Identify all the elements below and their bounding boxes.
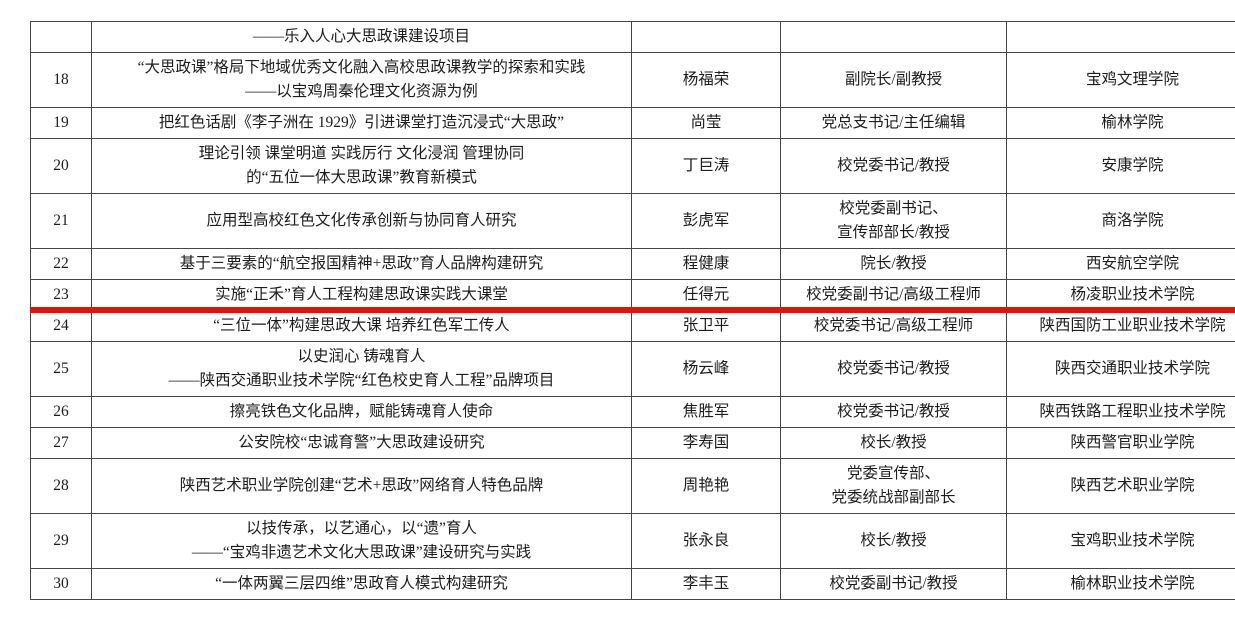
cell-position: 校长/教授 — [780, 427, 1007, 459]
cell-position: 校党委副书记/高级工程师 — [780, 279, 1007, 311]
cell-no: 18 — [30, 52, 92, 108]
cell-title: 以史润心 铸魂育人 ——陕西交通职业技术学院“红色校史育人工程”品牌项目 — [91, 341, 632, 397]
cell-no: 27 — [30, 427, 92, 459]
cell-no: 28 — [30, 458, 92, 514]
cell-title: 基于三要素的“航空报国精神+思政”育人品牌构建研究 — [91, 248, 632, 280]
cell-position: 校党委书记/教授 — [780, 341, 1007, 397]
cell-position: 副院长/副教授 — [780, 52, 1007, 108]
cell-name: 尚莹 — [631, 107, 781, 139]
cell-name — [631, 21, 781, 53]
cell-no: 24 — [30, 310, 92, 342]
cell-name: 李寿国 — [631, 427, 781, 459]
cell-institution: 宝鸡文理学院 — [1006, 52, 1235, 108]
cell-name: 彭虎军 — [631, 193, 781, 249]
cell-position: 校党委书记/教授 — [780, 138, 1007, 194]
cell-no: 29 — [30, 513, 92, 569]
cell-institution: 陕西国防工业职业技术学院 — [1006, 310, 1235, 342]
cell-no: 19 — [30, 107, 92, 139]
cell-name: 杨福荣 — [631, 52, 781, 108]
cell-no — [30, 21, 92, 53]
cell-title: 以技传承，以艺通心，以“遗”育人 ——“宝鸡非遗艺术文化大思政课”建设研究与实践 — [91, 513, 632, 569]
table-row: 20 理论引领 课堂明道 实践厉行 文化浸润 管理协同 的“五位一体大思政课”教育… — [30, 138, 1235, 194]
table-row: 22 基于三要素的“航空报国精神+思政”育人品牌构建研究 程健康 院长/教授 西安航空学… — [30, 248, 1235, 280]
cell-no: 21 — [30, 193, 92, 249]
cell-title: “一体两翼三层四维”思政育人模式构建研究 — [91, 568, 632, 600]
table-row: ——乐入人心大思政课建设项目 — [30, 21, 1235, 53]
cell-name: 杨云峰 — [631, 341, 781, 397]
cell-institution: 陕西铁路工程职业技术学院 — [1006, 396, 1235, 428]
cell-no: 26 — [30, 396, 92, 428]
cell-no: 22 — [30, 248, 92, 280]
table-row: 21 应用型高校红色文化传承创新与协同育人研究 彭虎军 校党委副书记、 宣传部部长/教… — [30, 193, 1235, 249]
cell-title: 公安院校“忠诚育警”大思政建设研究 — [91, 427, 632, 459]
cell-title: 应用型高校红色文化传承创新与协同育人研究 — [91, 193, 632, 249]
cell-institution: 商洛学院 — [1006, 193, 1235, 249]
table-row: 23 实施“正禾”育人工程构建思政课实践大课堂 任得元 校党委副书记/高级工程师 杨凌职… — [30, 279, 1235, 311]
cell-no: 30 — [30, 568, 92, 600]
table-row: 25 以史润心 铸魂育人 ——陕西交通职业技术学院“红色校史育人工程”品牌项目 杨云… — [30, 341, 1235, 397]
cell-institution: 陕西警官职业学院 — [1006, 427, 1235, 459]
cell-name: 张卫平 — [631, 310, 781, 342]
cell-name: 李丰玉 — [631, 568, 781, 600]
cell-no: 23 — [30, 279, 92, 311]
cell-title: “三位一体”构建思政大课 培养红色军工传人 — [91, 310, 632, 342]
highlight-underline — [30, 307, 1235, 313]
cell-title: “大思政课”格局下地域优秀文化融入高校思政课教学的探索和实践 ——以宝鸡周秦伦理… — [91, 52, 632, 108]
cell-name: 任得元 — [631, 279, 781, 311]
cell-institution: 西安航空学院 — [1006, 248, 1235, 280]
cell-position: 校党委副书记/教授 — [780, 568, 1007, 600]
cell-institution — [1006, 21, 1235, 53]
cell-position: 校党委书记/高级工程师 — [780, 310, 1007, 342]
cell-institution: 榆林学院 — [1006, 107, 1235, 139]
cell-institution: 榆林职业技术学院 — [1006, 568, 1235, 600]
cell-name: 张永良 — [631, 513, 781, 569]
cell-name: 周艳艳 — [631, 458, 781, 514]
table-row: 18 “大思政课”格局下地域优秀文化融入高校思政课教学的探索和实践 ——以宝鸡周秦… — [30, 52, 1235, 108]
table-row: 19 把红色话剧《李子洲在 1929》引进课堂打造沉浸式“大思政” 尚莹 党总支书记/… — [30, 107, 1235, 139]
table-row: 29 以技传承，以艺通心，以“遗”育人 ——“宝鸡非遗艺术文化大思政课”建设研究与… — [30, 513, 1235, 569]
table-row: 24 “三位一体”构建思政大课 培养红色军工传人 张卫平 校党委书记/高级工程师 陕西国… — [30, 310, 1235, 342]
cell-title: 擦亮铁色文化品牌，赋能铸魂育人使命 — [91, 396, 632, 428]
cell-position — [780, 21, 1007, 53]
cell-no: 20 — [30, 138, 92, 194]
cell-name: 焦胜军 — [631, 396, 781, 428]
cell-institution: 陕西交通职业技术学院 — [1006, 341, 1235, 397]
cell-title: ——乐入人心大思政课建设项目 — [91, 21, 632, 53]
table-row: 28 陕西艺术职业学院创建“艺术+思政”网络育人特色品牌 周艳艳 党委宣传部、 党委统… — [30, 458, 1235, 514]
cell-position: 校长/教授 — [780, 513, 1007, 569]
cell-position: 党总支书记/主任编辑 — [780, 107, 1007, 139]
cell-no: 25 — [30, 341, 92, 397]
cell-position: 校党委副书记、 宣传部部长/教授 — [780, 193, 1007, 249]
cell-title: 陕西艺术职业学院创建“艺术+思政”网络育人特色品牌 — [91, 458, 632, 514]
cell-title: 实施“正禾”育人工程构建思政课实践大课堂 — [91, 279, 632, 311]
cell-position: 党委宣传部、 党委统战部副部长 — [780, 458, 1007, 514]
cell-institution: 杨凌职业技术学院 — [1006, 279, 1235, 311]
cell-position: 校党委书记/教授 — [780, 396, 1007, 428]
cell-institution: 安康学院 — [1006, 138, 1235, 194]
cell-title: 理论引领 课堂明道 实践厉行 文化浸润 管理协同 的“五位一体大思政课”教育新模… — [91, 138, 632, 194]
cell-institution: 宝鸡职业技术学院 — [1006, 513, 1235, 569]
table-body: ——乐入人心大思政课建设项目 18 “大思政课”格局下地域优秀文化融入高校思政课教学… — [30, 21, 1235, 600]
table-row: 26 擦亮铁色文化品牌，赋能铸魂育人使命 焦胜军 校党委书记/教授 陕西铁路工程职业技术… — [30, 396, 1235, 428]
cell-title: 把红色话剧《李子洲在 1929》引进课堂打造沉浸式“大思政” — [91, 107, 632, 139]
cell-name: 程健康 — [631, 248, 781, 280]
cell-name: 丁巨涛 — [631, 138, 781, 194]
table-row: 27 公安院校“忠诚育警”大思政建设研究 李寿国 校长/教授 陕西警官职业学院 — [30, 427, 1235, 459]
cell-institution: 陕西艺术职业学院 — [1006, 458, 1235, 514]
table-row: 30 “一体两翼三层四维”思政育人模式构建研究 李丰玉 校党委副书记/教授 榆林职业技术… — [30, 568, 1235, 600]
cell-position: 院长/教授 — [780, 248, 1007, 280]
project-award-table: ——乐入人心大思政课建设项目 18 “大思政课”格局下地域优秀文化融入高校思政课教学… — [30, 21, 1235, 600]
